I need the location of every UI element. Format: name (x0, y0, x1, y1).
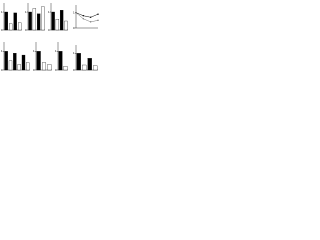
bar (63, 66, 68, 71)
y-tick-label: 0 (25, 28, 27, 32)
bar (58, 51, 63, 71)
point (89, 16, 92, 18)
bar (28, 11, 32, 31)
y-tick-label: 1 (48, 10, 50, 14)
bar (4, 51, 8, 71)
y-tick-label: 0 (48, 28, 50, 32)
point (97, 13, 99, 15)
y-tick-label: 0 (1, 68, 3, 72)
y-tick-label: 1 (1, 49, 3, 53)
bar (76, 53, 81, 71)
bar (93, 65, 98, 71)
y-tick-label: 1 (33, 49, 35, 53)
bar (13, 12, 17, 31)
bar (36, 13, 41, 31)
y-tick-label: 1 (55, 49, 57, 53)
y-tick-label: 1 (1, 10, 3, 14)
bar (59, 10, 64, 31)
figure: 0 1 0 1 0 1 0 1 0 1 0 1 0 1 0 1 (1, 3, 99, 72)
point (97, 19, 99, 22)
bar (41, 62, 47, 71)
line (75, 12, 99, 18)
y-tick-label: 1 (73, 10, 75, 14)
bar (64, 20, 68, 31)
bar (87, 58, 92, 71)
bar (9, 23, 13, 31)
point (89, 21, 92, 23)
bar (17, 64, 21, 71)
y-tick-label: 0 (55, 68, 57, 72)
point (82, 15, 85, 17)
bar (8, 60, 13, 71)
bar (18, 22, 22, 31)
bar (82, 64, 87, 71)
bar (51, 11, 55, 31)
bar (4, 11, 8, 31)
bar (55, 19, 60, 31)
bar (13, 53, 17, 71)
y-tick-label: 0 (73, 26, 75, 30)
point (82, 18, 85, 20)
y-tick-label: 1 (25, 10, 27, 14)
bar (26, 62, 30, 71)
y-tick-label: 0 (73, 68, 75, 72)
y-tick-label: 1 (73, 51, 75, 55)
bar (36, 51, 41, 71)
bar (32, 8, 37, 31)
y-tick-label: 0 (33, 68, 35, 72)
y-tick-label: 0 (1, 28, 3, 32)
line (75, 12, 99, 23)
point (75, 11, 77, 14)
bar (21, 54, 26, 71)
bar (41, 6, 45, 31)
bar (47, 64, 52, 71)
